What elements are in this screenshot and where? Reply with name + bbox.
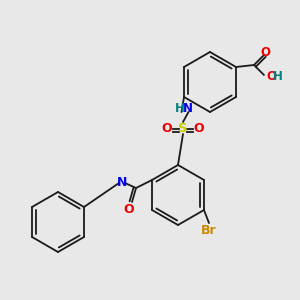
- Text: O: O: [162, 122, 172, 136]
- Text: N: N: [182, 101, 193, 115]
- Text: O: O: [260, 46, 270, 59]
- Text: O: O: [266, 70, 276, 83]
- Text: S: S: [178, 122, 188, 136]
- Text: H: H: [175, 101, 184, 115]
- Text: N: N: [117, 176, 127, 188]
- Text: H: H: [273, 70, 283, 83]
- Text: O: O: [124, 202, 134, 215]
- Text: Br: Br: [201, 224, 217, 236]
- Text: O: O: [194, 122, 204, 136]
